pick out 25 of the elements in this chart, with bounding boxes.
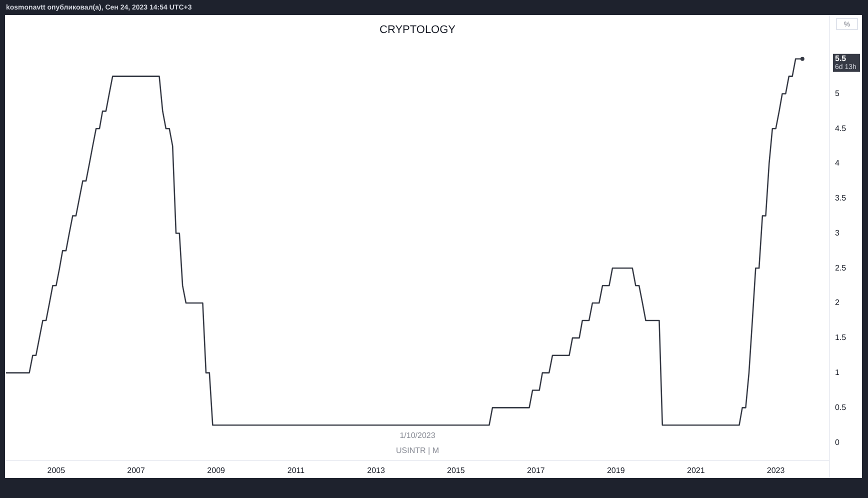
y-tick-label: 5 [835, 88, 840, 98]
annotation: 1/10/2023 [400, 431, 436, 440]
y-tick-label: 3.5 [835, 194, 847, 203]
x-tick-label: 2005 [47, 466, 66, 476]
x-tick-label: 2017 [527, 466, 546, 476]
x-tick-label: 2021 [686, 466, 706, 476]
y-tick-label: 2.5 [835, 263, 847, 272]
y-tick-label: 1.5 [835, 333, 847, 342]
x-tick-label: 2013 [367, 466, 386, 476]
y-tick-label: 4 [835, 158, 840, 168]
x-tick-label: 2023 [766, 466, 786, 476]
y-tick-label: 4.5 [835, 124, 847, 133]
text: CRYPTOLOGY [379, 24, 456, 36]
y-tick-label: 1 [835, 368, 840, 377]
y-tick-label: 0 [835, 438, 840, 447]
x-tick-label: 2019 [606, 466, 626, 476]
annotation: USINTR | M [396, 446, 440, 456]
x-tick-label: 2007 [127, 466, 146, 476]
text: 5.5 [835, 54, 847, 64]
x-tick-label: 2015 [447, 466, 466, 476]
y-tick-label: 0.5 [835, 402, 847, 412]
x-tick-label: 2011 [287, 466, 306, 476]
y-tick-label: 3 [835, 228, 840, 238]
x-tick-label: 2009 [207, 466, 226, 476]
y-tick-label: 2 [835, 298, 840, 308]
